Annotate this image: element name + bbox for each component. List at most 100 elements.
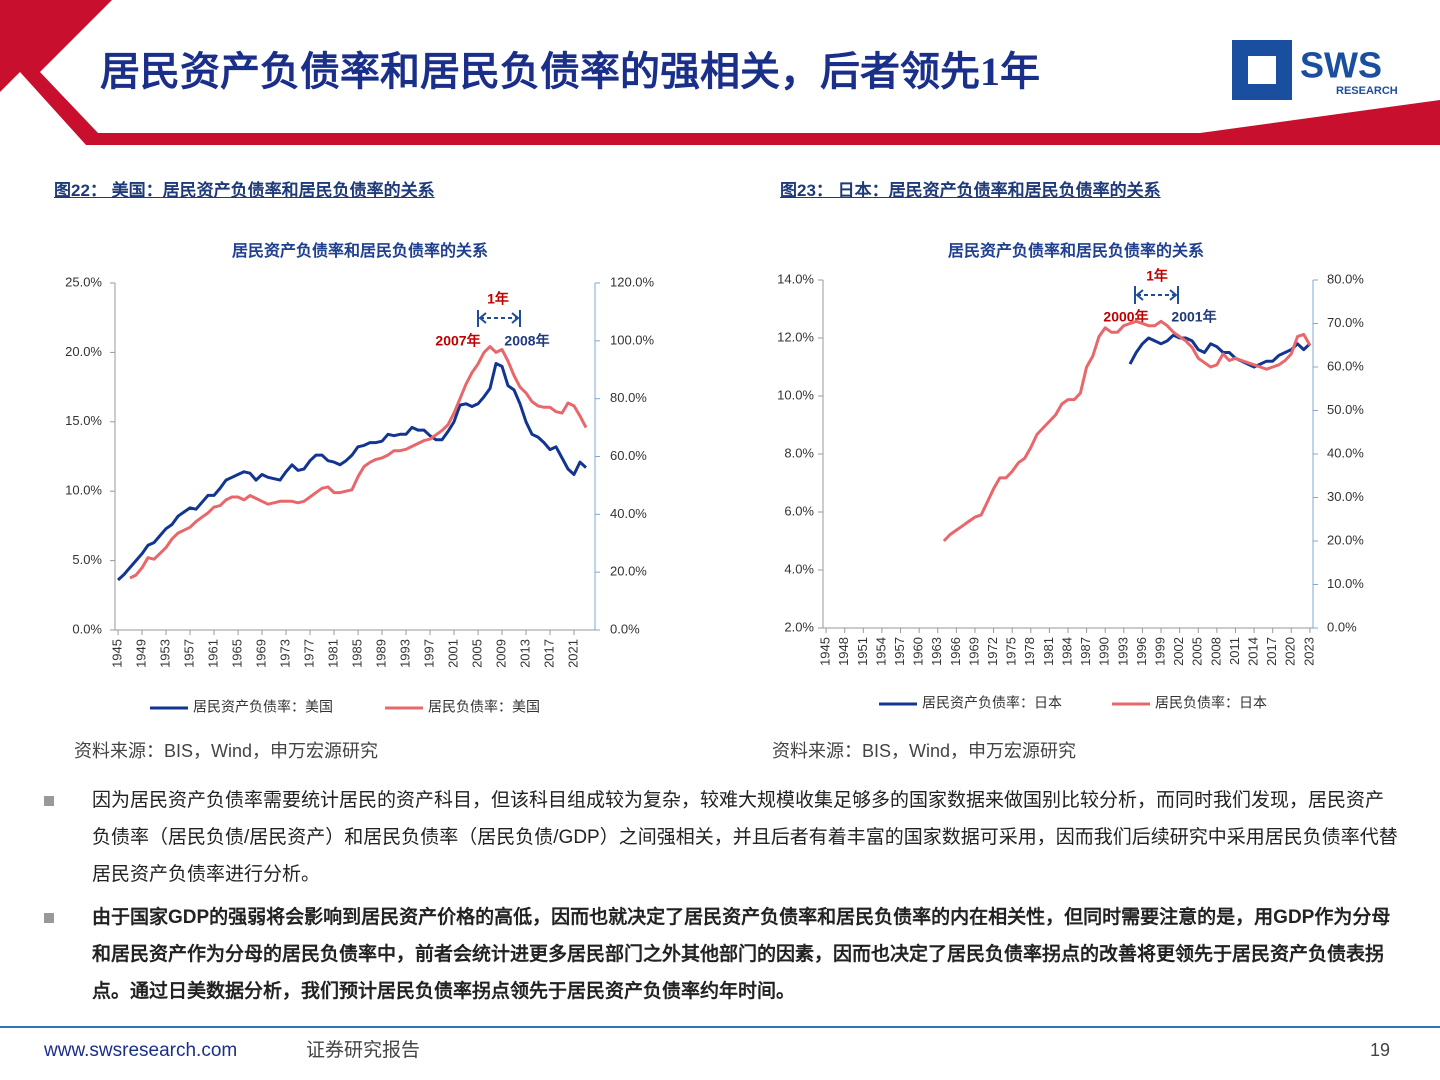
y2-tick-label: 120.0% — [610, 274, 655, 289]
annotation: 1年 — [1146, 268, 1168, 284]
y-tick-label: 0.0% — [72, 621, 102, 636]
y-tick-label: 4.0% — [784, 561, 814, 576]
source: 资料来源：BIS，Wind，申万宏源研究 — [772, 741, 1077, 761]
annotation: 1年 — [487, 291, 509, 307]
x-tick-label: 1969 — [966, 637, 981, 666]
y2-tick-label: 40.0% — [610, 506, 647, 521]
x-tick-label: 1989 — [373, 639, 388, 668]
x-tick-label: 2008 — [1208, 637, 1223, 666]
y2-tick-label: 70.0% — [1327, 315, 1364, 330]
legend-label: 居民资产负债率：美国 — [193, 699, 333, 715]
chart-title: 居民资产负债率和居民负债率的关系 — [948, 241, 1204, 260]
slide-title: 居民资产负债率和居民负债率的强相关，后者领先1年 — [100, 49, 1040, 94]
x-tick-label: 1957 — [181, 639, 196, 668]
x-tick-label: 1957 — [892, 637, 907, 666]
x-tick-label: 1997 — [421, 639, 436, 668]
x-tick-label: 1945 — [818, 637, 833, 666]
y-tick-label: 20.0% — [65, 344, 102, 359]
x-tick-label: 1948 — [836, 637, 851, 666]
x-tick-label: 1963 — [929, 637, 944, 666]
y2-tick-label: 60.0% — [610, 448, 647, 463]
x-tick-label: 1981 — [1041, 637, 1056, 666]
header-band-curve — [1200, 100, 1440, 133]
x-tick-label: 2020 — [1283, 637, 1298, 666]
y2-tick-label: 20.0% — [1327, 532, 1364, 547]
series-line — [116, 362, 588, 582]
x-tick-label: 2013 — [517, 639, 532, 668]
bullet-text: 由于国家GDP的强弱将会影响到居民资产价格的高低，因而也就决定了居民资产负债率和… — [92, 907, 1391, 1002]
x-tick-label: 2005 — [1190, 637, 1205, 666]
y-tick-label: 8.0% — [784, 445, 814, 460]
y2-tick-label: 40.0% — [1327, 445, 1364, 460]
x-tick-label: 1984 — [1059, 637, 1074, 666]
annotation: 2008年 — [504, 333, 549, 349]
y2-tick-label: 10.0% — [1327, 576, 1364, 591]
x-tick-label: 2021 — [565, 639, 580, 668]
x-tick-label: 2001 — [445, 639, 460, 668]
figure-caption: 图23： 日本：居民资产负债率和居民负债率的关系 — [780, 181, 1161, 200]
y-tick-label: 25.0% — [65, 274, 102, 289]
x-tick-label: 2009 — [493, 639, 508, 668]
logo-icon-inner — [1248, 56, 1276, 84]
y2-tick-label: 0.0% — [610, 621, 640, 636]
figure-caption: 图22： 美国：居民资产负债率和居民负债率的关系 — [54, 181, 435, 200]
series-line — [1128, 333, 1311, 369]
x-tick-label: 1973 — [277, 639, 292, 668]
logo: SWS — [1300, 45, 1382, 86]
y-tick-label: 12.0% — [777, 329, 814, 344]
legend-label: 居民负债率：日本 — [1155, 695, 1267, 711]
legend-label: 居民负债率：美国 — [428, 699, 540, 715]
x-tick-label: 2017 — [1264, 637, 1279, 666]
x-tick-label: 1985 — [349, 639, 364, 668]
x-tick-label: 1945 — [109, 639, 124, 668]
logo-sub: RESEARCH — [1336, 85, 1398, 97]
page-number: 19 — [1370, 1040, 1390, 1060]
y2-tick-label: 20.0% — [610, 564, 647, 579]
y-tick-label: 6.0% — [784, 503, 814, 518]
annotation: 2001年 — [1171, 309, 1216, 325]
y-tick-label: 5.0% — [72, 552, 102, 567]
series-line — [942, 319, 1312, 543]
x-tick-label: 2005 — [469, 639, 484, 668]
x-tick-label: 1949 — [133, 639, 148, 668]
x-tick-label: 2014 — [1246, 637, 1261, 666]
y2-tick-label: 80.0% — [1327, 271, 1364, 286]
y2-tick-label: 0.0% — [1327, 619, 1357, 634]
x-tick-label: 1966 — [948, 637, 963, 666]
y2-tick-label: 50.0% — [1327, 402, 1364, 417]
x-tick-label: 1969 — [253, 639, 268, 668]
x-tick-label: 1993 — [397, 639, 412, 668]
x-tick-label: 1972 — [985, 637, 1000, 666]
y-tick-label: 2.0% — [784, 619, 814, 634]
x-tick-label: 2017 — [541, 639, 556, 668]
y2-tick-label: 30.0% — [1327, 489, 1364, 504]
x-tick-label: 1993 — [1115, 637, 1130, 666]
x-tick-label: 1990 — [1097, 637, 1112, 666]
x-tick-label: 1965 — [229, 639, 244, 668]
x-tick-label: 1978 — [1022, 637, 1037, 666]
x-tick-label: 1961 — [205, 639, 220, 668]
x-tick-label: 1981 — [325, 639, 340, 668]
x-tick-label: 1999 — [1152, 637, 1167, 666]
x-tick-label: 1954 — [873, 637, 888, 666]
x-tick-label: 1977 — [301, 639, 316, 668]
x-tick-label: 2002 — [1171, 637, 1186, 666]
source: 资料来源：BIS，Wind，申万宏源研究 — [74, 741, 379, 761]
chart-title: 居民资产负债率和居民负债率的关系 — [232, 241, 488, 260]
y2-tick-label: 60.0% — [1327, 358, 1364, 373]
x-tick-label: 1996 — [1134, 637, 1149, 666]
x-tick-label: 1987 — [1078, 637, 1093, 666]
y-tick-label: 10.0% — [65, 483, 102, 498]
lead-arrow — [1134, 286, 1179, 304]
footer-url: www.swsresearch.com — [43, 1040, 237, 1061]
bullet-text: 因为居民资产负债率需要统计居民的资产科目，但该科目组成较为复杂，较难大规模收集足… — [92, 790, 1398, 885]
y-tick-label: 10.0% — [777, 387, 814, 402]
x-tick-label: 1975 — [1004, 637, 1019, 666]
bullet-marker — [44, 913, 54, 923]
legend-label: 居民资产负债率：日本 — [922, 695, 1062, 711]
x-tick-label: 1951 — [855, 637, 870, 666]
series-line — [129, 345, 588, 580]
x-tick-label: 2011 — [1227, 637, 1242, 665]
